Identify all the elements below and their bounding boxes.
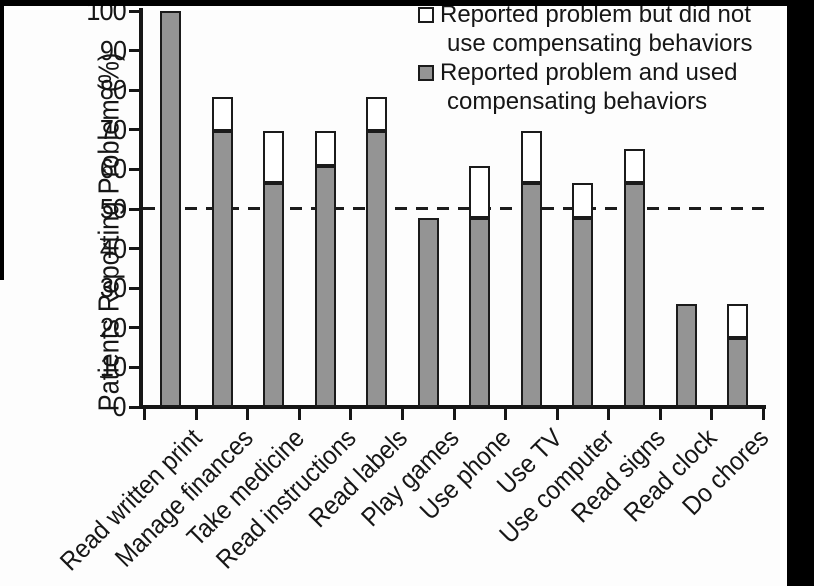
legend-item-not-used: Reported problem but did not use compens… — [416, 0, 753, 58]
x-axis-line — [139, 405, 766, 409]
x-tick-11 — [710, 409, 714, 420]
y-tick-80 — [129, 88, 140, 92]
reference-line-50pct — [143, 207, 764, 210]
legend-label-line: Reported problem and used — [440, 59, 738, 86]
bar-read-labels-used — [366, 131, 388, 407]
y-tick-50 — [129, 207, 140, 211]
y-tick-30 — [129, 286, 140, 290]
bar-read-labels-not-used — [366, 96, 388, 132]
bar-read-signs-used — [623, 183, 645, 407]
y-axis-line — [139, 8, 143, 409]
bar-use-phone-not-used — [469, 165, 491, 218]
scan-border-left — [0, 0, 4, 280]
x-tick-6 — [452, 409, 456, 420]
y-tick-10 — [129, 365, 140, 369]
x-tick-9 — [607, 409, 611, 420]
bar-manage-finances-not-used — [211, 96, 233, 132]
bar-read-clock-used — [675, 303, 697, 407]
y-tick-40 — [129, 247, 140, 251]
bar-play-games-used — [417, 217, 439, 407]
y-tick-label-70: 70 — [99, 113, 127, 145]
bar-take-medicine-used — [263, 183, 285, 407]
legend-label-line: use compensating behaviors — [447, 30, 753, 57]
y-tick-label-90: 90 — [99, 34, 127, 66]
x-tick-1 — [194, 409, 198, 420]
bar-use-computer-used — [572, 217, 594, 407]
legend-item-used: Reported problem and used compensating b… — [416, 58, 738, 116]
x-tick-2 — [246, 409, 250, 420]
bar-use-phone-used — [469, 217, 491, 407]
x-tick-4 — [349, 409, 353, 420]
y-tick-100 — [129, 9, 140, 13]
bar-take-medicine-not-used — [263, 131, 285, 184]
y-tick-label-0: 0 — [112, 391, 127, 422]
y-tick-label-10: 10 — [99, 351, 127, 383]
x-tick-3 — [297, 409, 301, 420]
bar-read-signs-not-used — [623, 148, 645, 184]
x-tick-0 — [143, 409, 147, 420]
y-tick-label-30: 30 — [99, 272, 127, 304]
legend-swatch-gray-icon — [418, 65, 434, 81]
y-tick-60 — [129, 167, 140, 171]
bar-read-instructions-not-used — [314, 131, 336, 166]
bar-use-tv-not-used — [520, 131, 542, 184]
y-tick-70 — [129, 128, 140, 132]
x-tick-8 — [555, 409, 559, 420]
x-tick-5 — [400, 409, 404, 420]
y-tick-90 — [129, 49, 140, 53]
y-tick-label-50: 50 — [99, 193, 127, 224]
legend-label-line: compensating behaviors — [447, 88, 708, 115]
bar-read-written-print-used — [160, 11, 181, 407]
bar-use-tv-used — [520, 183, 542, 407]
y-tick-20 — [129, 326, 140, 330]
y-tick-label-40: 40 — [99, 232, 127, 264]
bar-read-instructions-used — [314, 165, 336, 407]
bar-do-chores-used — [727, 338, 749, 407]
bar-do-chores-not-used — [727, 303, 749, 339]
x-tick-7 — [504, 409, 508, 420]
bar-manage-finances-used — [211, 131, 233, 407]
y-tick-label-80: 80 — [99, 74, 127, 106]
y-tick-label-20: 20 — [99, 311, 127, 343]
y-tick-label-60: 60 — [99, 153, 127, 185]
scan-border-right — [787, 0, 814, 586]
bar-use-computer-not-used — [572, 183, 594, 218]
legend-swatch-white-icon — [418, 7, 434, 23]
x-tick-12 — [761, 409, 765, 420]
scan-border-top — [0, 0, 814, 6]
y-tick-0 — [129, 405, 140, 409]
x-tick-10 — [658, 409, 662, 420]
